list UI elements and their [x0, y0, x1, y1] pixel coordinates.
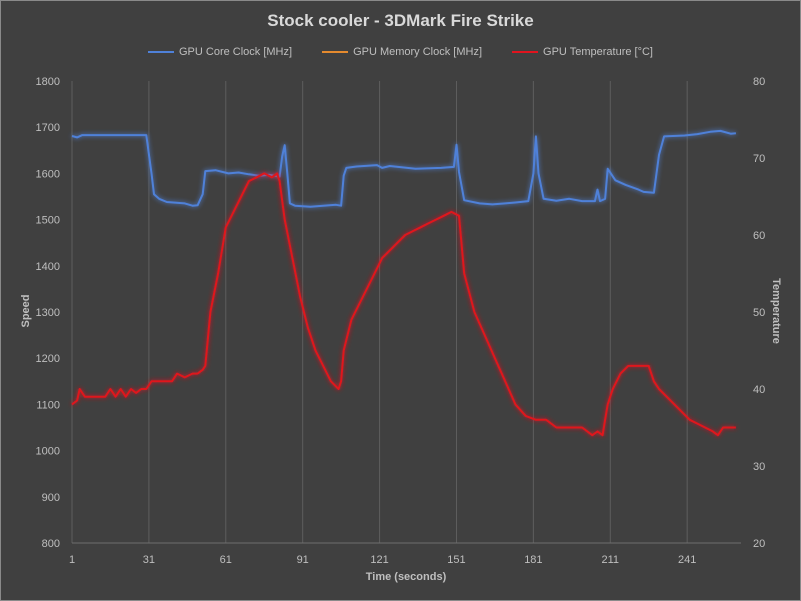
y-tick-label: 1300 — [36, 307, 60, 319]
series-line-temperature — [71, 172, 736, 437]
y-tick-label: 1800 — [36, 76, 60, 88]
y2-tick-label: 20 — [753, 538, 765, 550]
x-tick-label: 31 — [143, 554, 155, 566]
y-tick-label: 1000 — [36, 446, 60, 458]
tick-layer: 1 31 61 91 121 151 181 211 241 800 900 1000 1100 1200… — [36, 76, 766, 566]
x-tick-label: 181 — [524, 554, 542, 566]
y-tick-label: 1600 — [36, 168, 60, 180]
legend-swatch-temperature — [512, 51, 539, 53]
x-tick-label: 91 — [297, 554, 309, 566]
y-tick-label: 1200 — [36, 353, 60, 365]
legend-item-core-clock: GPU Core Clock [MHz] — [147, 46, 293, 58]
grid-layer — [71, 81, 741, 544]
x-tick-label: 211 — [602, 554, 620, 566]
legend-swatch-memory-clock — [322, 51, 349, 53]
x-tick-label: 241 — [678, 554, 696, 566]
x-tick-label: 1 — [69, 554, 75, 566]
y-tick-label: 1100 — [36, 399, 60, 411]
y2-tick-label: 30 — [753, 461, 765, 473]
y2-tick-label: 40 — [753, 384, 765, 396]
legend-item-memory-clock: GPU Memory Clock [MHz] — [322, 46, 482, 58]
x-tick-label: 61 — [220, 554, 232, 566]
y-tick-label: 800 — [42, 538, 60, 550]
y-tick-label: 900 — [42, 492, 60, 504]
legend-label-core-clock: GPU Core Clock [MHz] — [178, 46, 293, 58]
chart-title: Stock cooler - 3DMark Fire Strike — [267, 11, 534, 30]
legend-label-temperature: GPU Temperature [°C] — [543, 46, 653, 58]
y-axis-title: Speed — [20, 294, 32, 327]
legend-label-memory-clock: GPU Memory Clock [MHz] — [353, 46, 483, 58]
x-tick-label: 151 — [447, 554, 465, 566]
y-tick-label: 1400 — [36, 261, 60, 273]
legend: GPU Core Clock [MHz] GPU Memory Clock [M… — [1, 46, 800, 58]
y2-tick-label: 50 — [753, 307, 765, 319]
legend-item-temperature: GPU Temperature [°C] — [512, 46, 653, 58]
series-line-core-clock — [71, 129, 736, 208]
y2-tick-label: 60 — [753, 230, 765, 242]
y2-tick-label: 80 — [753, 76, 765, 88]
y-tick-label: 1700 — [36, 122, 60, 134]
series-layer — [71, 129, 741, 437]
y2-tick-label: 70 — [753, 153, 765, 165]
x-tick-label: 121 — [370, 554, 388, 566]
y-tick-label: 1500 — [36, 215, 60, 227]
legend-swatch-core-clock — [147, 51, 174, 53]
y2-axis-title: Temperature — [770, 278, 782, 344]
x-axis-title: Time (seconds) — [366, 571, 447, 583]
